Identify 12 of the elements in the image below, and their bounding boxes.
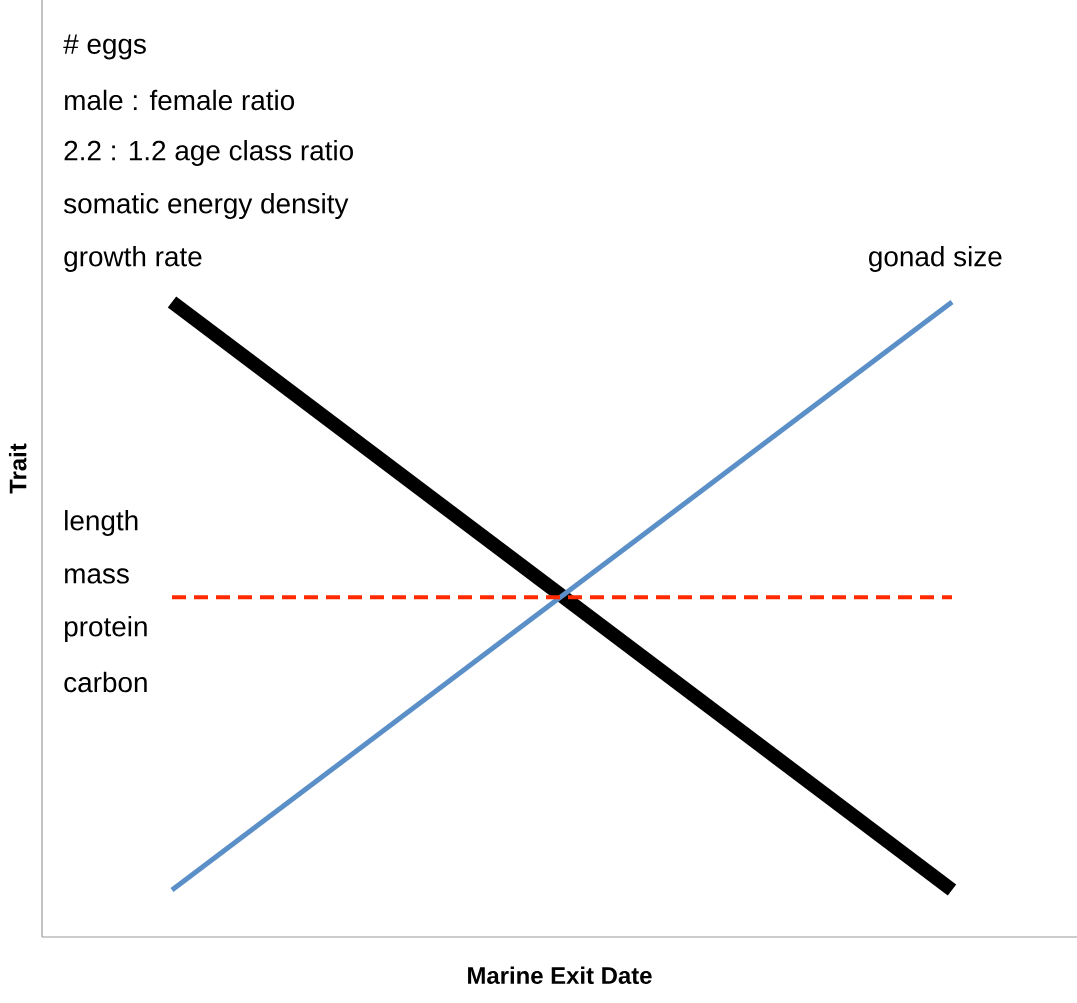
- annotation: protein: [65, 616, 147, 642]
- y-axis-title: Trait: [8, 443, 27, 494]
- text: somatic energy density: [63, 193, 349, 220]
- annotation: carbon: [64, 671, 147, 693]
- text: 2.2 : 1.2 age class ratio: [64, 140, 353, 166]
- text: growth rate: [64, 245, 202, 272]
- text: # eggs: [63, 34, 146, 60]
- annotation: length: [65, 510, 138, 537]
- text: male : female ratio: [65, 89, 295, 111]
- x-axis-title: Marine Exit Date: [468, 966, 652, 985]
- text: gonad size: [869, 245, 1002, 272]
- annotation: mass: [65, 568, 129, 584]
